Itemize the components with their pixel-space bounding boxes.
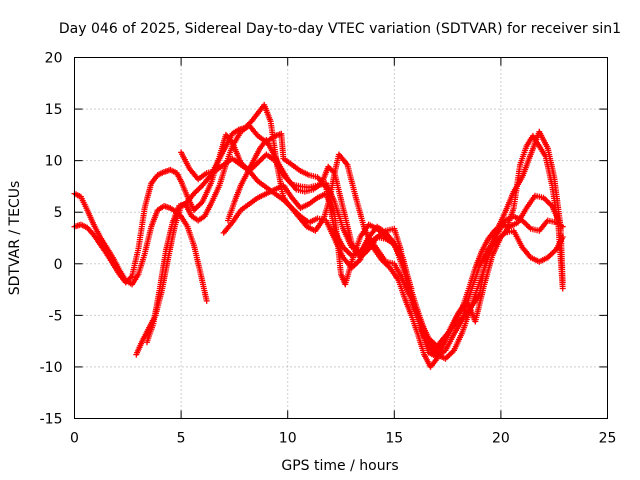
y-axis-title: SDTVAR / TECUs [7, 181, 23, 296]
series-track-7 [220, 182, 415, 292]
data-point [203, 297, 210, 304]
x-tick-label: 5 [177, 431, 186, 447]
series-track-3 [133, 101, 566, 370]
y-tick-label: -15 [40, 412, 63, 428]
data-point [544, 198, 551, 205]
data-point [559, 234, 566, 240]
chart-title: Day 046 of 2025, Sidereal Day-to-day VTE… [59, 21, 621, 37]
x-tick-label: 10 [279, 431, 297, 447]
data-points [71, 101, 566, 370]
x-axis: 0 5 10 15 20 25 [70, 57, 617, 447]
y-axis: -15 -10 -5 0 5 10 15 20 [40, 51, 608, 428]
y-tick-label: 15 [45, 102, 63, 118]
x-tick-label: 20 [492, 431, 510, 447]
series-track-6 [178, 149, 566, 350]
data-point [127, 274, 134, 281]
data-point [330, 168, 337, 175]
data-point [559, 279, 566, 286]
x-tick-label: 0 [70, 431, 79, 447]
y-tick-label: 0 [54, 257, 63, 273]
series-track-4 [144, 122, 566, 360]
data-point [408, 285, 415, 292]
x-axis-title: GPS time / hours [281, 458, 398, 474]
x-tick-label: 15 [385, 431, 403, 447]
data-point [559, 285, 566, 292]
plot-frame [74, 57, 608, 419]
y-tick-label: -5 [49, 308, 63, 324]
y-tick-label: -10 [40, 360, 63, 376]
x-tick-label: 25 [599, 431, 617, 447]
y-tick-label: 20 [45, 51, 63, 67]
y-tick-label: 10 [45, 154, 63, 170]
data-point [555, 217, 562, 224]
y-tick-label: 5 [54, 205, 63, 221]
